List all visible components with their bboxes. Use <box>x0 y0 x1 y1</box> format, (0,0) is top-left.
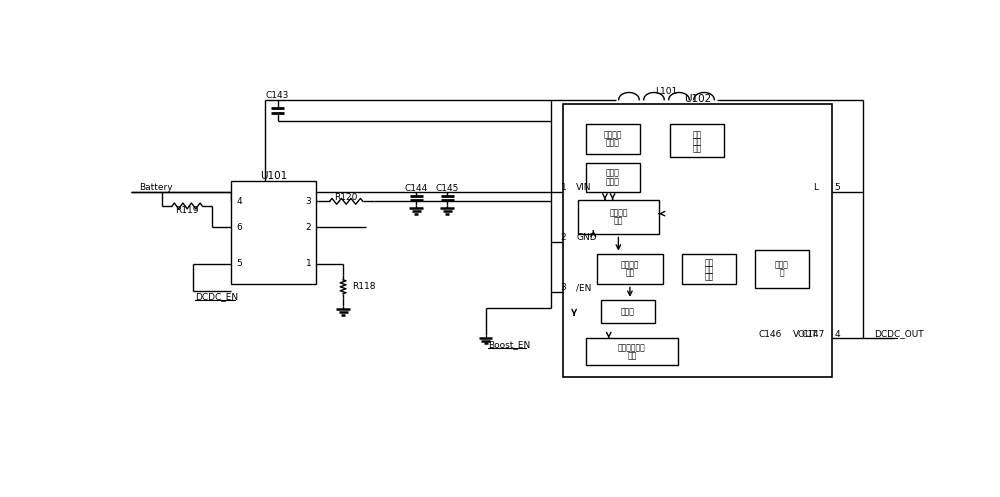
Text: 模块: 模块 <box>614 217 623 226</box>
Bar <box>682 253 736 284</box>
Bar <box>231 180 316 284</box>
Text: 旁路开关控制: 旁路开关控制 <box>618 343 646 352</box>
Text: 低电压锁: 低电压锁 <box>603 130 622 139</box>
Text: GND: GND <box>576 234 597 243</box>
Bar <box>670 124 724 158</box>
Text: 6: 6 <box>236 223 242 232</box>
Text: 主开关: 主开关 <box>621 307 635 316</box>
Text: 模块: 模块 <box>693 144 702 153</box>
Text: 2: 2 <box>561 234 566 243</box>
Text: 定模块: 定模块 <box>606 139 620 148</box>
Text: 模块: 模块 <box>625 269 635 278</box>
Text: R119: R119 <box>175 206 199 215</box>
Text: 同步: 同步 <box>704 258 713 267</box>
Text: 开关: 开关 <box>704 272 713 281</box>
Bar <box>586 124 640 154</box>
Text: 旁路开: 旁路开 <box>775 260 789 269</box>
Text: C145: C145 <box>435 184 459 193</box>
Text: L101: L101 <box>655 86 678 96</box>
Bar <box>601 300 655 323</box>
Text: 5: 5 <box>236 259 242 268</box>
Text: 2: 2 <box>306 223 311 232</box>
Text: 关: 关 <box>780 269 784 278</box>
Text: 动模块: 动模块 <box>606 177 620 186</box>
Text: DCDC_OUT: DCDC_OUT <box>874 329 924 338</box>
Text: DCDC_EN: DCDC_EN <box>195 292 238 301</box>
Text: VOUT: VOUT <box>793 330 818 338</box>
Bar <box>578 200 659 235</box>
Text: 控制逻辑: 控制逻辑 <box>609 208 628 217</box>
Text: 上电启: 上电启 <box>606 168 620 178</box>
Text: 控制逻辑: 控制逻辑 <box>621 260 639 269</box>
Bar <box>586 163 640 192</box>
Bar <box>563 103 832 377</box>
Text: 1: 1 <box>561 183 566 192</box>
Text: L: L <box>813 183 818 192</box>
Text: 整流: 整流 <box>704 265 713 274</box>
Text: VIN: VIN <box>576 183 592 192</box>
Text: Battery: Battery <box>139 182 173 191</box>
Text: C147: C147 <box>801 331 824 339</box>
Bar <box>586 338 678 365</box>
Text: 5: 5 <box>834 183 840 192</box>
Text: 1: 1 <box>306 259 311 268</box>
Text: C144: C144 <box>405 184 428 193</box>
Bar <box>755 250 809 288</box>
Text: 4: 4 <box>834 330 840 338</box>
Text: /EN: /EN <box>576 283 592 292</box>
Text: 3: 3 <box>306 197 311 206</box>
Text: 3: 3 <box>561 283 566 292</box>
Text: R120: R120 <box>334 192 358 202</box>
Text: C146: C146 <box>759 331 782 339</box>
Text: R118: R118 <box>352 282 376 291</box>
Text: 4: 4 <box>236 197 242 206</box>
Text: U102: U102 <box>684 94 711 104</box>
Text: 监测: 监测 <box>693 137 702 146</box>
Text: Boost_EN: Boost_EN <box>488 340 530 349</box>
Text: U101: U101 <box>260 171 287 181</box>
Text: 温度: 温度 <box>693 130 702 139</box>
Text: 模块: 模块 <box>627 351 636 361</box>
Text: C143: C143 <box>266 91 289 100</box>
Bar <box>597 253 663 284</box>
